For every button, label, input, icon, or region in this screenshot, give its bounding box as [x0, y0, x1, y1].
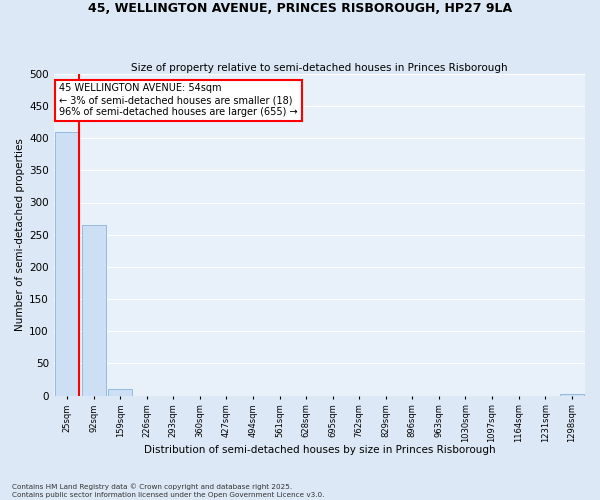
Bar: [560, 394, 584, 396]
Bar: [55, 132, 79, 396]
Title: Size of property relative to semi-detached houses in Princes Risborough: Size of property relative to semi-detach…: [131, 63, 508, 73]
Text: Contains HM Land Registry data © Crown copyright and database right 2025.
Contai: Contains HM Land Registry data © Crown c…: [12, 483, 325, 498]
Text: 45, WELLINGTON AVENUE, PRINCES RISBOROUGH, HP27 9LA: 45, WELLINGTON AVENUE, PRINCES RISBOROUG…: [88, 2, 512, 16]
Text: 45 WELLINGTON AVENUE: 54sqm
← 3% of semi-detached houses are smaller (18)
96% of: 45 WELLINGTON AVENUE: 54sqm ← 3% of semi…: [59, 84, 298, 116]
Y-axis label: Number of semi-detached properties: Number of semi-detached properties: [15, 138, 25, 331]
Bar: [82, 225, 106, 396]
X-axis label: Distribution of semi-detached houses by size in Princes Risborough: Distribution of semi-detached houses by …: [143, 445, 495, 455]
Bar: [108, 389, 132, 396]
